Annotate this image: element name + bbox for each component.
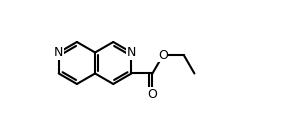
Text: O: O (158, 49, 168, 62)
Text: O: O (147, 88, 157, 101)
Text: N: N (54, 46, 63, 59)
Text: N: N (127, 46, 136, 59)
